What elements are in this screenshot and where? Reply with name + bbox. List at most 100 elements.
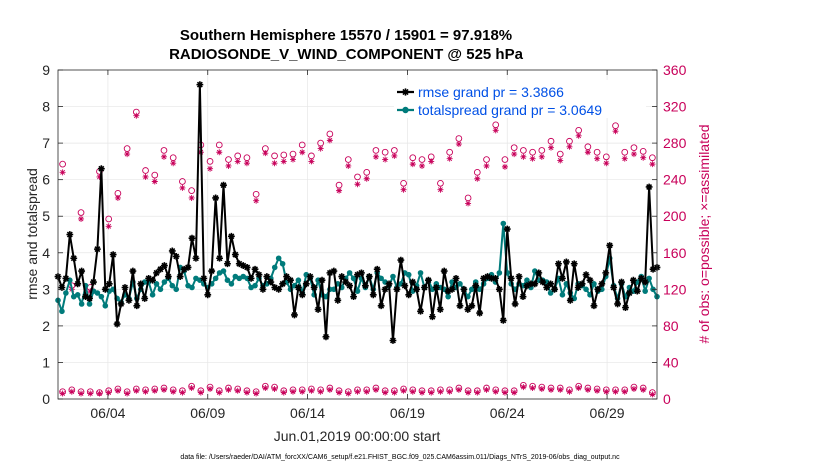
obs-assimilated-point (603, 160, 610, 167)
obs-assimilated-point (68, 388, 75, 395)
rmse-point (330, 267, 338, 275)
rmse-point (472, 282, 480, 290)
rmse-point (590, 302, 598, 310)
rmse-point (74, 280, 82, 288)
y-tick-label: 5 (42, 208, 50, 224)
rmse-point (145, 274, 153, 282)
obs-assimilated-point (207, 385, 214, 392)
totalspread-point (559, 292, 566, 298)
legend-rmse-star (401, 88, 410, 96)
obs-possible-point (639, 147, 647, 155)
rmse-point (626, 289, 633, 297)
obs-assimilated-point (557, 157, 564, 164)
obs-assimilated-point (151, 178, 158, 185)
obs-assimilated-point (382, 156, 389, 163)
rmse-point (141, 295, 149, 302)
obs-possible-point (602, 153, 610, 161)
rmse-point (641, 278, 649, 286)
obs-assimilated-point (243, 160, 250, 167)
rmse-point (97, 165, 105, 173)
obs-assimilated-point (529, 155, 536, 162)
rmse-point (417, 307, 424, 315)
y-right-tick-label: 200 (663, 208, 687, 224)
rmse-point (78, 267, 86, 275)
rmse-point (582, 271, 590, 279)
obs-count-series (59, 108, 656, 398)
obs-assimilated-point (197, 389, 204, 396)
totalspread-point (524, 277, 530, 283)
totalspread-point (378, 275, 384, 282)
obs-possible-point (188, 187, 195, 194)
totalspread-point (224, 277, 231, 283)
rmse-point (113, 320, 121, 328)
rmse-point (161, 262, 168, 269)
totalspread-point (169, 282, 176, 289)
obs-possible-point (520, 147, 527, 154)
rmse-point (196, 81, 204, 89)
totalspread-point (445, 293, 451, 300)
rmse-point (476, 309, 484, 317)
rmse-point (397, 256, 405, 264)
obs-assimilated-point (105, 389, 112, 396)
obs-possible-point (649, 154, 656, 162)
obs-assimilated-point (584, 149, 591, 156)
obs-assimilated-point (317, 388, 324, 395)
rmse-point (539, 278, 547, 286)
rmse-point (291, 311, 298, 319)
rmse-point (208, 267, 216, 275)
obs-assimilated-point (114, 194, 121, 201)
rmse-point (306, 273, 314, 280)
totalspread-point (252, 282, 258, 289)
obs-assimilated-point (492, 127, 499, 134)
obs-possible-point (593, 148, 601, 156)
rmse-point (436, 306, 444, 313)
rmse-point (531, 280, 539, 288)
rmse-point (275, 285, 283, 293)
obs-assimilated-point (372, 386, 379, 393)
obs-assimilated-point (234, 158, 241, 165)
obs-assimilated-point (179, 184, 186, 191)
obs-possible-point (271, 152, 278, 160)
rmse-point (247, 274, 255, 282)
totalspread-point (220, 268, 227, 274)
rmse-point (318, 276, 326, 284)
rmse-point (425, 276, 432, 284)
obs-assimilated-point (234, 387, 241, 394)
obs-possible-point (446, 148, 454, 156)
obs-possible-point (326, 130, 334, 138)
totalspread-point (599, 286, 605, 293)
rmse-point (251, 265, 259, 273)
totalspread-point (149, 292, 156, 298)
rmse-point (239, 262, 247, 269)
obs-possible-point (418, 156, 426, 163)
rmse-point (464, 306, 472, 313)
rmse-point (105, 280, 113, 288)
rmse-point (310, 284, 318, 291)
totalspread-point (74, 292, 81, 298)
legend-rmse-marker (401, 88, 410, 96)
obs-possible-point (298, 141, 306, 149)
rmse-point (488, 274, 495, 282)
totalspread-point (228, 281, 235, 287)
y-tick-label: 8 (42, 99, 50, 115)
obs-assimilated-point (289, 388, 296, 395)
obs-assimilated-point (538, 385, 545, 392)
obs-possible-point (483, 156, 490, 163)
legend-box (394, 80, 646, 118)
obs-possible-point (77, 209, 85, 216)
totalspread-point (189, 284, 195, 291)
rmse-point (499, 317, 507, 324)
obs-assimilated-point (124, 390, 131, 397)
rmse-point (492, 274, 499, 282)
obs-possible-point (354, 173, 361, 181)
obs-assimilated-point (151, 387, 158, 394)
totalspread-point (457, 281, 463, 287)
obs-assimilated-point (612, 388, 619, 395)
rmse-point (94, 245, 101, 253)
obs-assimilated-point (649, 161, 656, 168)
y-right-tick-label: 360 (663, 62, 687, 78)
x-tick-label: 06/04 (90, 405, 125, 421)
rmse-point (468, 302, 476, 310)
rmse-point (62, 274, 70, 282)
rmse-point (149, 276, 156, 284)
